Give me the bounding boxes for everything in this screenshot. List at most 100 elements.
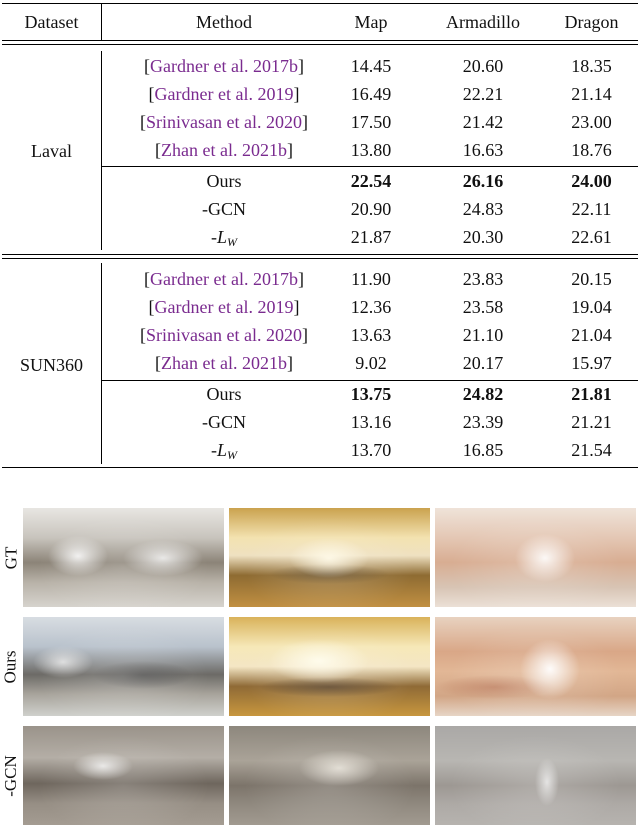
dataset-label-laval: Laval bbox=[31, 141, 72, 161]
value-armadillo: 16.63 bbox=[462, 140, 504, 160]
value-map: 20.90 bbox=[350, 199, 392, 219]
citation-link[interactable]: Zhan et al. 2021b bbox=[161, 140, 287, 160]
ablation-prefix: - bbox=[210, 227, 217, 247]
citation-open-bracket: [ bbox=[140, 112, 146, 132]
value-armadillo: 20.30 bbox=[462, 227, 504, 247]
value-map: 9.02 bbox=[355, 353, 387, 373]
value-map: 11.90 bbox=[351, 269, 391, 289]
method-cell[interactable]: [Gardner et al. 2017b] bbox=[104, 52, 344, 80]
value-map: 13.63 bbox=[350, 325, 392, 345]
value-armadillo: 20.17 bbox=[462, 353, 504, 373]
header-rule-2 bbox=[2, 44, 638, 45]
header-method: Method bbox=[196, 12, 252, 32]
dataset-label-sun360: SUN360 bbox=[19, 355, 83, 375]
panorama-gt-1 bbox=[23, 508, 224, 607]
citation-link[interactable]: Gardner et al. 2019 bbox=[154, 84, 294, 104]
value-dragon: 21.81 bbox=[571, 384, 612, 404]
panorama-ours-1 bbox=[23, 617, 224, 716]
method-cell[interactable]: [Zhan et al. 2021b] bbox=[104, 349, 344, 377]
citation-link[interactable]: Srinivasan et al. 2020 bbox=[146, 325, 302, 345]
value-dragon: 18.35 bbox=[571, 56, 612, 76]
citation-link[interactable]: Gardner et al. 2019 bbox=[154, 297, 294, 317]
group-rule-2 bbox=[2, 258, 638, 259]
header-armadillo: Armadillo bbox=[446, 12, 520, 32]
loss-symbol: L bbox=[216, 227, 227, 247]
sun360-ours-rule bbox=[101, 380, 638, 381]
loss-subscript: W bbox=[227, 235, 237, 249]
value-armadillo: 21.10 bbox=[462, 325, 504, 345]
panorama-gcn-3 bbox=[435, 726, 636, 825]
method-cell: Ours bbox=[206, 384, 242, 404]
header-dataset: Dataset bbox=[24, 12, 79, 32]
citation-open-bracket: [ bbox=[155, 140, 162, 160]
ablation-prefix: - bbox=[210, 440, 217, 460]
method-cell: -LW bbox=[104, 223, 344, 251]
citation-open-bracket: [ bbox=[144, 269, 151, 289]
value-armadillo: 22.21 bbox=[462, 84, 504, 104]
citation-link[interactable]: Srinivasan et al. 2020 bbox=[146, 112, 302, 132]
citation-close-bracket: ] bbox=[286, 140, 293, 160]
row-label-gt-text: GT bbox=[1, 546, 21, 569]
method-cell[interactable]: [Gardner et al. 2019] bbox=[104, 293, 344, 321]
panorama-gt-2 bbox=[229, 508, 430, 607]
value-map: 14.45 bbox=[350, 56, 392, 76]
panorama-ours-2 bbox=[229, 617, 430, 716]
value-dragon: 20.15 bbox=[571, 269, 612, 289]
row-label-gcn-text: -GCN bbox=[1, 754, 20, 797]
citation-open-bracket: [ bbox=[148, 84, 155, 104]
group-rule-1 bbox=[2, 254, 638, 255]
citation-close-bracket: ] bbox=[293, 84, 300, 104]
value-armadillo: 23.83 bbox=[462, 269, 504, 289]
value-dragon: 21.54 bbox=[571, 440, 612, 460]
method-cell[interactable]: [Gardner et al. 2019] bbox=[104, 80, 344, 108]
method-cell[interactable]: [Srinivasan et al. 2020] bbox=[104, 108, 344, 136]
citation-link[interactable]: Gardner et al. 2017b bbox=[150, 56, 298, 76]
citation-open-bracket: [ bbox=[144, 56, 151, 76]
value-map: 13.80 bbox=[350, 140, 392, 160]
row-label-gt: GT bbox=[0, 508, 22, 607]
laval-vertical-rule bbox=[101, 51, 102, 250]
value-armadillo: 21.42 bbox=[462, 112, 504, 132]
header-vertical-rule bbox=[101, 4, 102, 40]
method-cell: -LW bbox=[104, 436, 344, 464]
value-dragon: 19.04 bbox=[571, 297, 612, 317]
panorama-gcn-1 bbox=[23, 726, 224, 825]
citation-open-bracket: [ bbox=[148, 297, 155, 317]
value-armadillo: 16.85 bbox=[462, 440, 504, 460]
citation-close-bracket: ] bbox=[297, 56, 304, 76]
citation-close-bracket: ] bbox=[297, 269, 304, 289]
citation-close-bracket: ] bbox=[286, 353, 293, 373]
value-dragon: 15.97 bbox=[571, 353, 612, 373]
row-label-ours-text: Ours bbox=[1, 649, 20, 684]
row-label-gcn: -GCN bbox=[0, 726, 22, 825]
top-rule bbox=[2, 3, 638, 4]
value-dragon: 22.11 bbox=[571, 199, 612, 219]
citation-link[interactable]: Zhan et al. 2021b bbox=[161, 353, 287, 373]
value-armadillo: 26.16 bbox=[462, 171, 504, 191]
row-label-ours: Ours bbox=[0, 617, 22, 716]
loss-symbol: L bbox=[216, 440, 227, 460]
value-map: 12.36 bbox=[350, 297, 392, 317]
sun360-vertical-rule bbox=[101, 263, 102, 464]
value-armadillo: 20.60 bbox=[462, 56, 504, 76]
header-dragon: Dragon bbox=[564, 12, 619, 32]
method-cell[interactable]: [Zhan et al. 2021b] bbox=[104, 136, 344, 164]
citation-link[interactable]: Gardner et al. 2017b bbox=[150, 269, 298, 289]
value-map: 17.50 bbox=[350, 112, 392, 132]
value-dragon: 21.21 bbox=[571, 412, 612, 432]
citation-close-bracket: ] bbox=[301, 112, 308, 132]
value-map: 22.54 bbox=[350, 171, 392, 191]
citation-open-bracket: [ bbox=[140, 325, 146, 345]
value-dragon: 23.00 bbox=[571, 112, 612, 132]
value-armadillo: 24.83 bbox=[462, 199, 504, 219]
bottom-rule bbox=[2, 467, 638, 468]
value-dragon: 24.00 bbox=[571, 171, 612, 191]
method-cell[interactable]: [Srinivasan et al. 2020] bbox=[104, 321, 344, 349]
method-cell[interactable]: [Gardner et al. 2017b] bbox=[104, 265, 344, 293]
header-rule-1 bbox=[2, 40, 638, 41]
loss-subscript: W bbox=[227, 448, 237, 462]
laval-ours-rule bbox=[101, 166, 638, 167]
panorama-ours-3 bbox=[435, 617, 636, 716]
value-map: 21.87 bbox=[350, 227, 392, 247]
